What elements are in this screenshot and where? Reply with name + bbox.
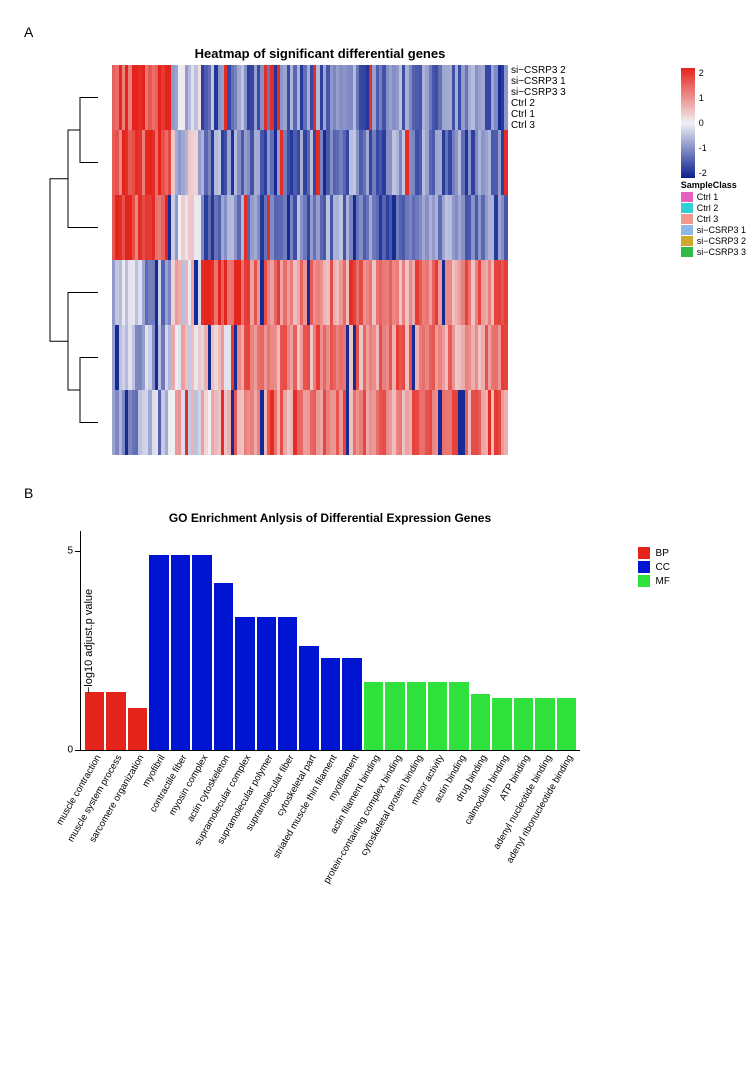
y-axis-label: −log10 adjust.p value [83,588,95,692]
heatmap-row [112,65,507,130]
legend-label: CC [656,562,670,573]
legend-swatch [681,192,693,202]
go-bar [385,682,404,750]
legend-label: si−CSRP3 1 [697,225,746,235]
legend-label: Ctrl 2 [697,203,719,213]
legend-swatch [681,236,693,246]
heatmap-row [112,390,507,455]
scale-tick: -1 [699,143,707,153]
sample-legend-item: Ctrl 1 [681,192,746,202]
go-bar [428,682,447,750]
go-bar [235,617,254,750]
legend-label: MF [656,576,670,587]
legend-label: Ctrl 1 [697,192,719,202]
y-tick-label: 0 [67,745,81,756]
scale-tick: 1 [699,93,707,103]
bar-legend-item: MF [638,575,670,587]
bar-legend-item: BP [638,547,670,559]
heatmap-grid [112,65,507,455]
sample-legend-item: si−CSRP3 1 [681,225,746,235]
legend-swatch [681,225,693,235]
color-scale-ticks: 2 1 0 -1 -2 [699,68,707,178]
go-bar [106,692,125,750]
legend-swatch [681,203,693,213]
sample-legend-item: si−CSRP3 3 [681,247,746,257]
go-bar [342,658,361,750]
sample-legend-item: Ctrl 3 [681,214,746,224]
heatmap-title: Heatmap of significant differential gene… [120,46,520,61]
panel-a: Heatmap of significant differential gene… [40,46,736,455]
go-bar [492,698,511,750]
go-bar [557,698,576,750]
go-bar-chart: −log10 adjust.p value BPCCMF 05 [80,531,580,751]
panel-a-label: A [24,24,736,40]
row-label: Ctrl 3 [507,120,577,131]
go-bar [214,583,233,750]
scale-tick: 2 [699,68,707,78]
go-bar [449,682,468,750]
go-bar [407,682,426,750]
go-bar [299,646,318,750]
row-label: si−CSRP3 3 [507,87,577,98]
y-tick-label: 5 [67,545,81,556]
legend-label: Ctrl 3 [697,214,719,224]
sample-legend-item: si−CSRP3 2 [681,236,746,246]
row-label: Ctrl 2 [507,98,577,109]
row-label: si−CSRP3 2 [507,65,577,76]
legend-swatch [681,247,693,257]
scale-tick: 0 [699,118,707,128]
bar-legend-item: CC [638,561,670,573]
x-axis-labels: muscle contractionmuscle system processs… [80,753,580,943]
sample-class-legend: SampleClass Ctrl 1Ctrl 2Ctrl 3si−CSRP3 1… [681,180,746,257]
go-bar [278,617,297,750]
legend-label: si−CSRP3 3 [697,247,746,257]
legend-label: BP [656,548,669,559]
x-label-slot: adenyl ribonucleotide binding [557,753,576,943]
sample-legend-title: SampleClass [681,180,746,190]
heatmap-row [112,260,507,325]
go-bar [364,682,383,750]
go-bar [128,708,147,750]
panel-b: GO Enrichment Anlysis of Differential Ex… [80,511,736,943]
heatmap-row-labels: si−CSRP3 2si−CSRP3 1si−CSRP3 3Ctrl 2Ctrl… [507,65,577,131]
row-label: Ctrl 1 [507,109,577,120]
heatmap-row [112,195,507,260]
go-bar [535,698,554,750]
go-bar [514,698,533,750]
legend-swatch [638,561,650,573]
go-bar [85,692,104,750]
go-bar [257,617,276,750]
row-label: si−CSRP3 1 [507,76,577,87]
go-bar [471,694,490,750]
panel-b-label: B [24,485,736,501]
go-bar [149,555,168,750]
color-scale-bar [681,68,695,178]
dendrogram [40,65,98,455]
go-bar [171,555,190,750]
go-bar [192,555,211,750]
heatmap-legend: 210-1-2 SampleClass Ctrl 1Ctrl 2Ctrl 3si… [681,68,746,258]
legend-swatch [638,575,650,587]
legend-label: si−CSRP3 2 [697,236,746,246]
color-scale: 2 1 0 -1 -2 [681,68,746,178]
bar-chart-title: GO Enrichment Anlysis of Differential Ex… [80,511,580,525]
heatmap-row [112,130,507,195]
legend-swatch [638,547,650,559]
legend-swatch [681,214,693,224]
heatmap-row [112,325,507,390]
scale-tick: -2 [699,168,707,178]
go-bar [321,658,340,750]
bar-chart-legend: BP CC MF [638,545,670,589]
sample-legend-item: Ctrl 2 [681,203,746,213]
